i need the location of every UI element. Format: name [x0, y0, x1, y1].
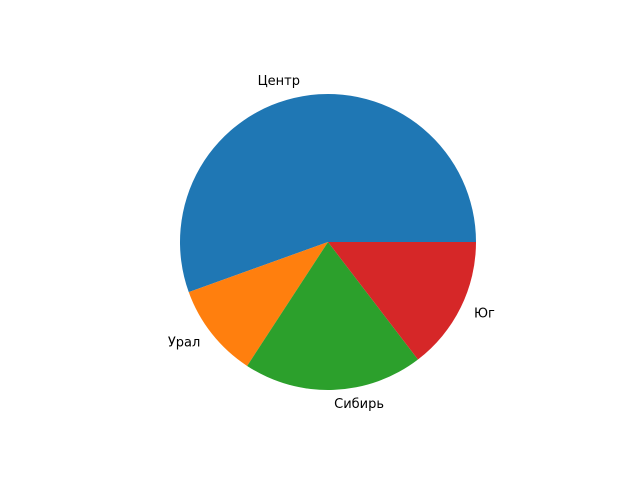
pie-slices: [179, 94, 476, 391]
pie-label-3: Сибирь: [334, 397, 384, 412]
pie-slice-4: [328, 242, 476, 360]
pie-slice-1: [179, 94, 476, 293]
pie-label-4: Юг: [474, 307, 495, 322]
pie-slice-3: [247, 242, 418, 391]
pie-label-2: Урал: [168, 335, 200, 350]
pie-label-1: Центр: [258, 74, 300, 89]
pie-slice-2: [188, 242, 328, 366]
pie-labels: Центр Урал Сибирь Юг: [168, 74, 495, 412]
